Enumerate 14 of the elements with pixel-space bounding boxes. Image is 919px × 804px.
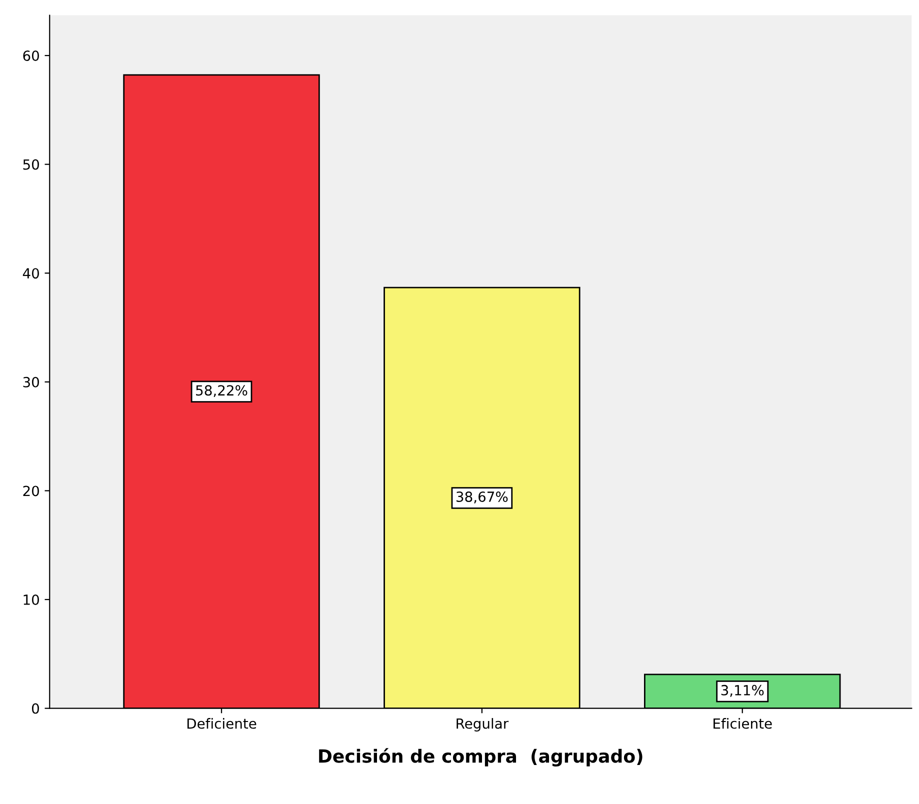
y-tick-label: 0 xyxy=(32,703,39,714)
data-label: 3,11% xyxy=(721,684,764,697)
data-label: 38,67% xyxy=(456,491,508,504)
y-tick-label: 20 xyxy=(23,486,39,496)
y-tick-label: 60 xyxy=(23,50,39,62)
data-label: 58,22% xyxy=(196,385,248,398)
y-tick-label: 30 xyxy=(23,376,39,388)
y-tick-label: 40 xyxy=(22,268,39,279)
x-tick-label: Deficiente xyxy=(187,718,256,729)
y-tick-label: 10 xyxy=(24,594,39,605)
x-tick-label: Eficiente xyxy=(714,718,772,729)
y-tick-label: 50 xyxy=(23,159,39,170)
x-tick-label: Regular xyxy=(456,718,509,732)
x-axis-title: Decisión de compra (agrupado) xyxy=(319,748,642,766)
